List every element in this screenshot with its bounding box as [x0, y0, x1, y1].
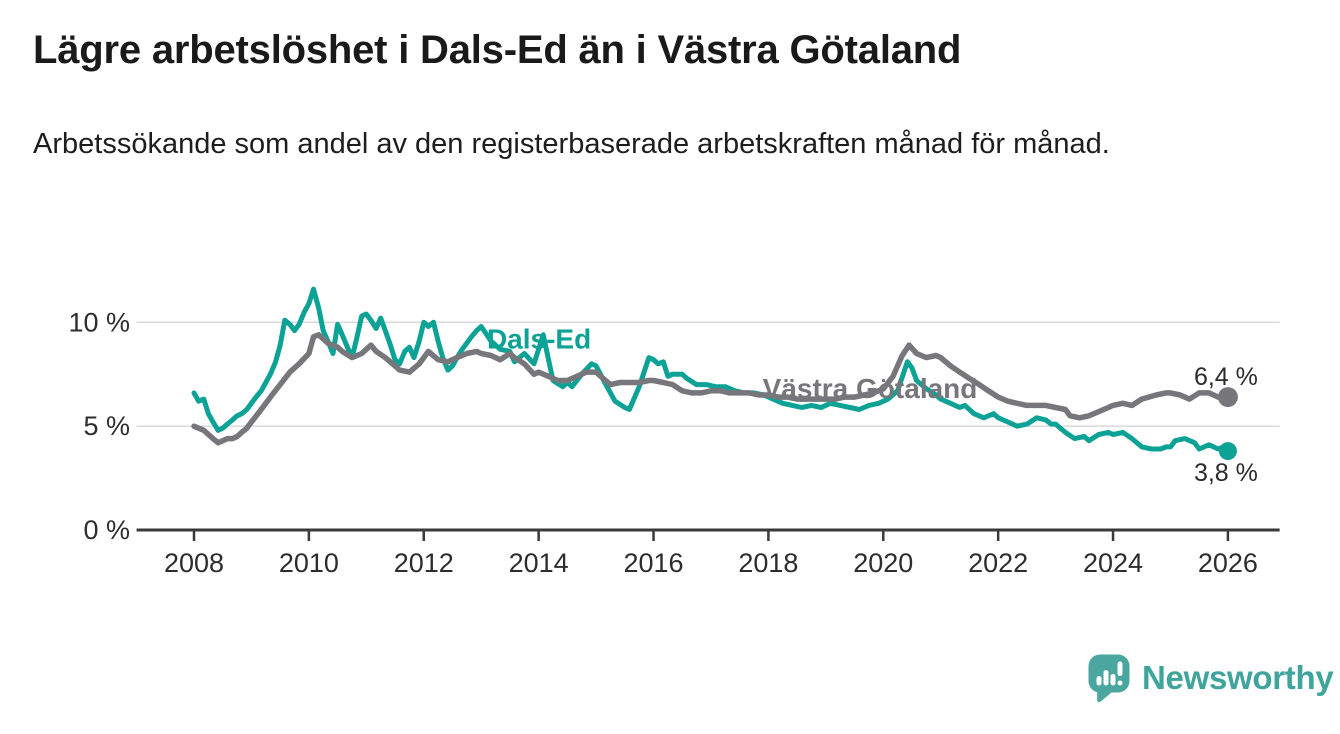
x-tick-label-2022: 2022	[968, 548, 1028, 578]
newsworthy-logo-icon	[1088, 654, 1130, 702]
y-tick-label-0: 0 %	[83, 515, 130, 545]
newsworthy-logo-text: Newsworthy	[1142, 659, 1334, 696]
x-tick-label-2020: 2020	[853, 548, 913, 578]
newsworthy-logo: Newsworthy	[1088, 652, 1334, 704]
x-tick-label-2024: 2024	[1083, 548, 1143, 578]
y-tick-label-10: 10 %	[68, 307, 130, 337]
series-line-1	[191, 332, 1231, 446]
x-tick-label-2010: 2010	[279, 548, 339, 578]
x-tick-label-2016: 2016	[623, 548, 683, 578]
logo-bar-3	[1110, 673, 1116, 685]
series-label-0: Dals-Ed	[487, 323, 591, 354]
page-title: Lägre arbetslöshet i Dals-Ed än i Västra…	[33, 28, 962, 72]
logo-bar-1	[1096, 675, 1102, 685]
series-line-0	[191, 286, 1231, 454]
logo-bar-2	[1103, 669, 1109, 685]
series-label-1: Västra Götaland	[763, 373, 978, 404]
x-tick-label-2026: 2026	[1198, 548, 1258, 578]
end-value-label-0: 3,8 %	[1194, 459, 1258, 487]
unemployment-line-chart: 2008 2010 2012 2014 2016 2018 2020 2022 2024 2026…	[68, 286, 1280, 578]
series-end-dot-0	[1218, 442, 1237, 461]
x-tick-label-2008: 2008	[164, 548, 224, 578]
logo-exclamation-dot	[1117, 680, 1123, 685]
y-tick-label-5: 5 %	[83, 411, 130, 441]
chart-subtitle: Arbetssökande som andel av den registerb…	[33, 128, 1110, 160]
x-tick-label-2012: 2012	[394, 548, 454, 578]
x-tick-label-2018: 2018	[738, 548, 798, 578]
series-end-dot-1	[1217, 387, 1238, 408]
x-tick-label-2014: 2014	[509, 548, 569, 578]
logo-exclamation-bar	[1117, 661, 1123, 676]
end-value-label-1: 6,4 %	[1194, 363, 1258, 391]
